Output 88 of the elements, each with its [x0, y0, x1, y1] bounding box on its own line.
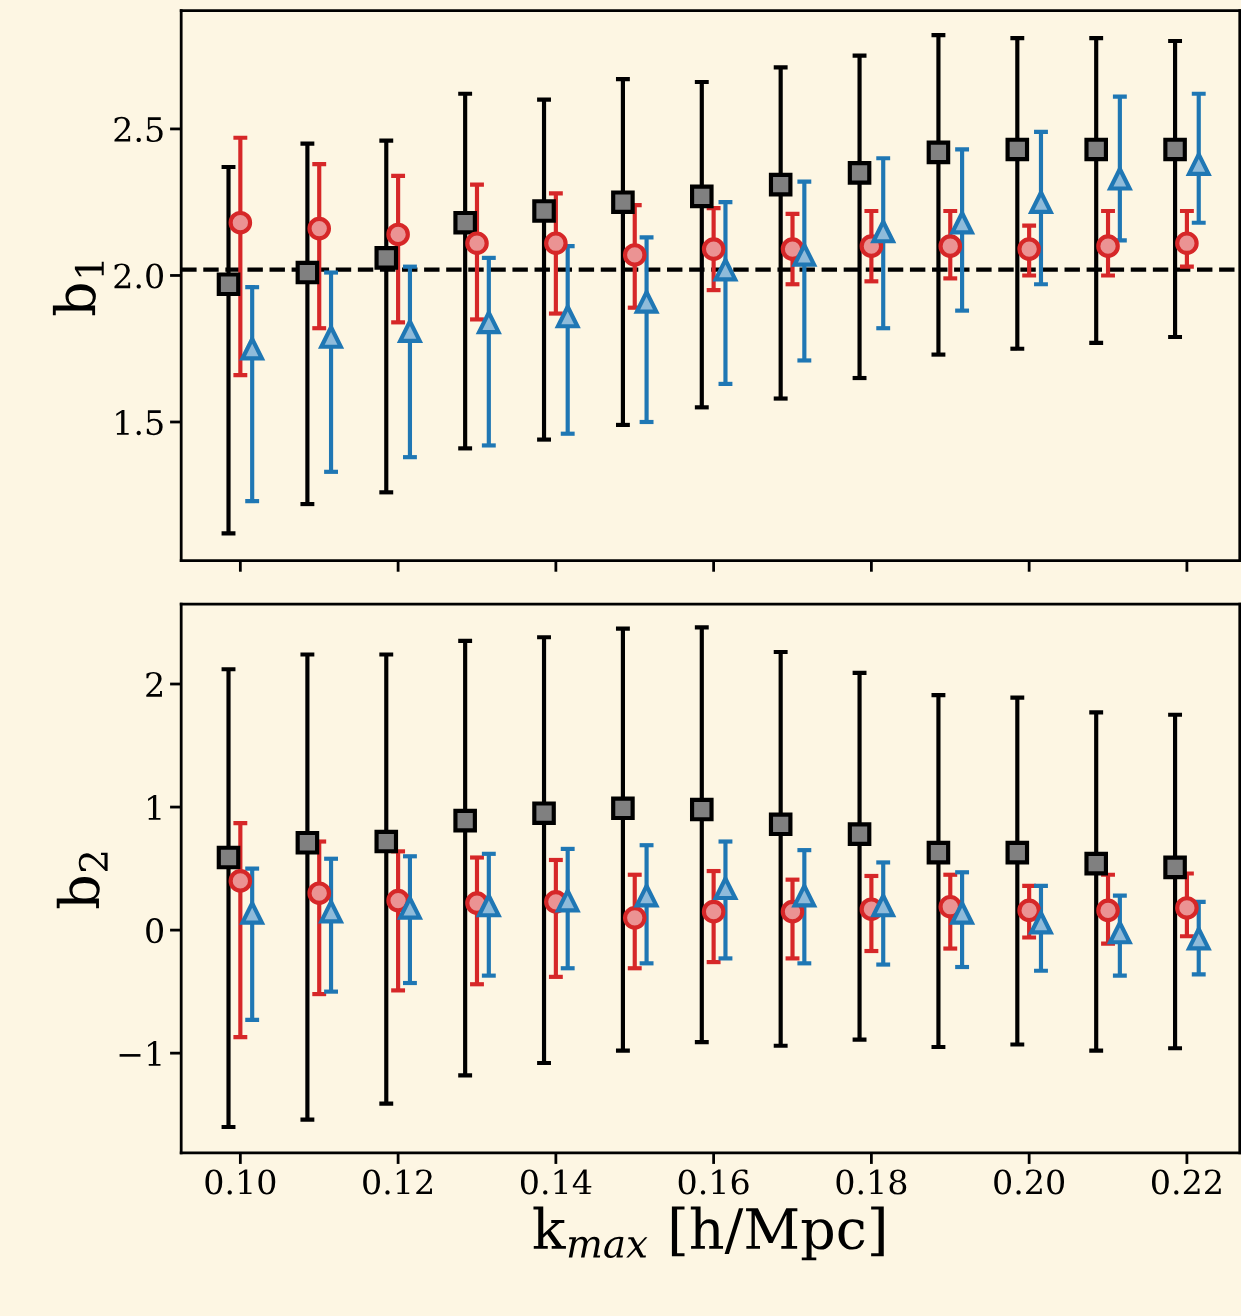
point — [1028, 908, 1054, 935]
point — [792, 243, 817, 267]
point — [792, 883, 817, 908]
point — [1186, 926, 1211, 951]
point — [398, 896, 422, 920]
point — [1108, 166, 1132, 191]
x-tick-label: 0.20 — [994, 1169, 1065, 1195]
point — [1084, 851, 1109, 876]
point — [555, 888, 580, 913]
x-tick-label: 0.12 — [363, 1169, 432, 1195]
point — [780, 899, 805, 924]
point — [465, 231, 489, 256]
point — [622, 905, 647, 930]
point — [926, 140, 951, 165]
x-tick-label: 0.18 — [836, 1169, 907, 1195]
point — [453, 808, 477, 833]
point — [319, 899, 343, 924]
point — [847, 822, 872, 846]
point — [307, 216, 332, 241]
point — [1084, 137, 1109, 162]
y-tick-label: 0 — [146, 918, 163, 944]
point — [453, 210, 477, 235]
point — [1108, 920, 1132, 945]
point — [398, 319, 422, 343]
point — [1096, 234, 1120, 258]
y-tick-label: 1.5 — [116, 409, 163, 436]
point — [622, 243, 647, 267]
y-tick-label: 2 — [146, 671, 162, 697]
point — [532, 801, 556, 826]
point — [1017, 898, 1041, 923]
y-tick-label: 1 — [148, 794, 161, 820]
point — [295, 830, 320, 855]
point — [216, 272, 241, 297]
point — [1163, 855, 1187, 880]
point — [713, 876, 738, 901]
point — [634, 883, 659, 908]
point — [871, 219, 896, 244]
point — [228, 869, 253, 893]
x-tick-label: 0.22 — [1152, 1169, 1221, 1195]
point — [386, 222, 410, 247]
point — [847, 161, 872, 185]
point — [689, 797, 714, 822]
x-tick-label: 0.10 — [205, 1169, 276, 1195]
point — [701, 237, 726, 261]
point — [240, 901, 264, 925]
y-tick-label: 2.5 — [114, 116, 163, 143]
point — [228, 210, 253, 235]
point — [555, 304, 580, 329]
point — [1175, 231, 1199, 256]
point — [701, 899, 726, 924]
point — [1017, 237, 1041, 261]
x-axis-title: k$_{max}$ [h/Mpc] — [533, 1206, 884, 1261]
point — [240, 336, 264, 361]
point — [477, 310, 501, 335]
y-axis-title: b$_{1}$ — [52, 261, 104, 316]
point — [319, 325, 343, 349]
point — [634, 290, 659, 314]
point — [1163, 137, 1187, 162]
point — [374, 829, 399, 854]
y-tick-label: −1 — [119, 1041, 161, 1066]
point — [477, 893, 501, 918]
point — [307, 881, 332, 906]
point — [611, 796, 635, 821]
point — [216, 845, 241, 870]
point — [611, 190, 635, 215]
point — [1005, 137, 1030, 162]
y-tick-label: 2.0 — [114, 263, 163, 289]
point — [374, 246, 399, 270]
point — [1186, 152, 1211, 176]
x-tick-label: 0.16 — [678, 1169, 749, 1195]
point — [713, 257, 738, 282]
point — [1096, 898, 1120, 923]
point — [938, 234, 963, 258]
point — [926, 840, 951, 865]
x-tick-label: 0.14 — [520, 1169, 592, 1195]
point — [768, 812, 793, 837]
point — [950, 210, 974, 235]
y-axis-title: b$_{2}$ — [56, 852, 108, 909]
point — [768, 172, 793, 197]
point — [544, 231, 568, 256]
point — [1175, 896, 1199, 920]
point — [295, 260, 320, 285]
point — [1005, 840, 1030, 865]
point — [950, 901, 974, 925]
point — [871, 893, 896, 918]
point — [689, 184, 714, 209]
point — [1029, 190, 1053, 215]
point — [532, 199, 556, 223]
